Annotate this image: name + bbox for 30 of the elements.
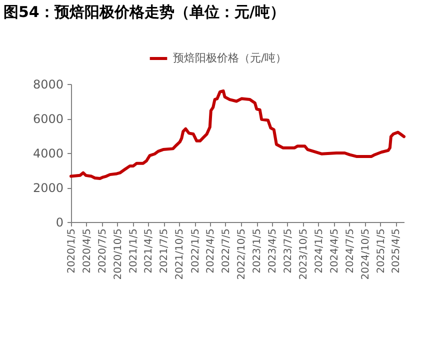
- y-tick-label: 6000: [32, 112, 64, 126]
- x-tick-label: 2025/1/5: [376, 228, 387, 274]
- x-tick-label: 2020/10/5: [112, 228, 124, 280]
- x-tick-label: 2021/10/5: [174, 228, 186, 280]
- x-tick-label: 2025/4/5: [391, 228, 402, 274]
- x-tick-label: 2020/4/5: [82, 228, 93, 274]
- x-tick-label: 2023/7/5: [282, 228, 294, 274]
- x-tick-label: 2023/10/5: [298, 228, 310, 280]
- x-tick-label: 2021/1/5: [128, 228, 140, 274]
- legend-label: 预焙阳极价格（元/吨）: [173, 52, 287, 64]
- x-tick-label: 2023/1/5: [252, 228, 264, 274]
- line-series: [70, 89, 406, 180]
- x-tick-label: 2024/10/5: [360, 228, 372, 280]
- x-tick-label: 2022/10/5: [236, 228, 248, 280]
- x-tick-label: 2024/7/5: [344, 228, 356, 274]
- y-tick-label: 2000: [32, 181, 64, 195]
- y-tick-label: 4000: [32, 146, 64, 160]
- x-tick-label: 2022/1/5: [190, 228, 202, 274]
- chart-title: 图54：预焙阳极价格走势（单位：元/吨）: [3, 3, 285, 21]
- x-tick-label: 2022/4/5: [206, 228, 217, 274]
- x-tick-label: 2020/7/5: [97, 228, 108, 274]
- x-tick-label: 2022/7/5: [220, 228, 232, 274]
- x-tick-label: 2020/1/5: [66, 228, 78, 274]
- y-tick-label: 8000: [32, 78, 64, 92]
- x-tick-label: 2021/7/5: [159, 228, 170, 274]
- x-tick-label: 2024/4/5: [329, 228, 340, 274]
- x-tick-label: 2021/4/5: [144, 228, 155, 274]
- x-tick-label: 2023/4/5: [267, 228, 278, 274]
- x-tick-label: 2024/1/5: [314, 228, 325, 274]
- y-tick-label: 0: [56, 216, 64, 230]
